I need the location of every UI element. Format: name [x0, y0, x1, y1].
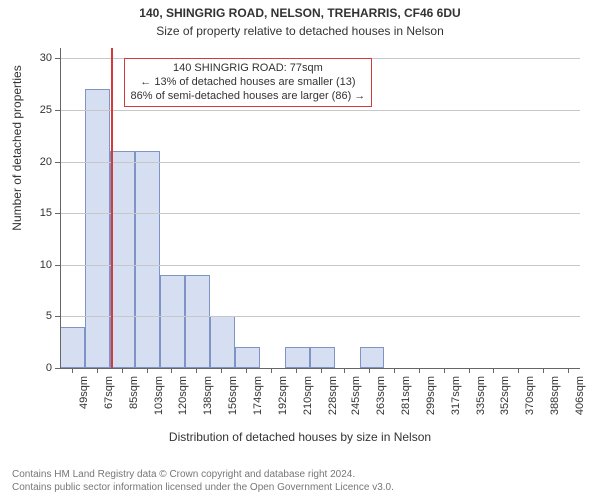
gridline — [60, 213, 580, 214]
x-tick-label: 120sqm — [177, 376, 189, 420]
x-tick-mark — [419, 368, 420, 373]
x-tick-label: 103sqm — [153, 376, 165, 420]
x-tick-label: 49sqm — [78, 376, 90, 420]
y-tick-label: 10 — [22, 259, 52, 271]
gridline — [60, 110, 580, 111]
x-tick-label: 138sqm — [202, 376, 214, 420]
x-tick-mark — [147, 368, 148, 373]
footer-line-2: Contains public sector information licen… — [12, 482, 394, 495]
marker-line — [111, 48, 113, 368]
y-tick-label: 20 — [22, 156, 52, 168]
chart-container: 140, SHINGRIG ROAD, NELSON, TREHARRIS, C… — [0, 0, 600, 500]
x-tick-label: 263sqm — [375, 376, 387, 420]
x-tick-label: 388sqm — [549, 376, 561, 420]
bar — [210, 316, 235, 368]
bar — [185, 275, 210, 368]
x-tick-mark — [122, 368, 123, 373]
y-axis-label: Number of detached properties — [10, 0, 24, 298]
y-tick-mark — [55, 110, 60, 111]
x-tick-label: 335sqm — [475, 376, 487, 420]
x-tick-mark — [321, 368, 322, 373]
x-tick-mark — [568, 368, 569, 373]
bar — [160, 275, 185, 368]
x-tick-label: 174sqm — [252, 376, 264, 420]
bar — [85, 89, 110, 368]
y-tick-label: 5 — [22, 310, 52, 322]
x-tick-mark — [344, 368, 345, 373]
gridline — [60, 316, 580, 317]
y-tick-mark — [55, 213, 60, 214]
gridline — [60, 265, 580, 266]
y-tick-label: 15 — [22, 207, 52, 219]
x-tick-mark — [196, 368, 197, 373]
bar — [110, 151, 135, 368]
x-tick-label: 352sqm — [499, 376, 511, 420]
y-tick-mark — [55, 58, 60, 59]
x-tick-label: 67sqm — [103, 376, 115, 420]
y-tick-label: 25 — [22, 104, 52, 116]
x-tick-label: 245sqm — [350, 376, 362, 420]
x-tick-label: 192sqm — [277, 376, 289, 420]
x-tick-label: 299sqm — [425, 376, 437, 420]
y-tick-mark — [55, 265, 60, 266]
x-tick-label: 156sqm — [227, 376, 239, 420]
chart-title: 140, SHINGRIG ROAD, NELSON, TREHARRIS, C… — [0, 6, 600, 20]
bar — [285, 347, 310, 368]
x-tick-label: 370sqm — [524, 376, 536, 420]
x-tick-mark — [394, 368, 395, 373]
x-tick-label: 85sqm — [128, 376, 140, 420]
x-tick-mark — [296, 368, 297, 373]
x-tick-mark — [271, 368, 272, 373]
x-tick-mark — [369, 368, 370, 373]
annotation-line-2: ← 13% of detached houses are smaller (13… — [131, 76, 366, 90]
gridline — [60, 162, 580, 163]
bar — [60, 327, 85, 368]
x-tick-label: 210sqm — [302, 376, 314, 420]
bar — [360, 347, 385, 368]
y-tick-mark — [55, 162, 60, 163]
x-tick-label: 317sqm — [450, 376, 462, 420]
x-tick-mark — [493, 368, 494, 373]
y-tick-mark — [55, 368, 60, 369]
footer-attribution: Contains HM Land Registry data © Crown c… — [12, 469, 394, 494]
y-tick-label: 30 — [22, 52, 52, 64]
y-axis-line — [60, 48, 61, 368]
x-tick-label: 281sqm — [400, 376, 412, 420]
x-tick-mark — [221, 368, 222, 373]
x-tick-label: 228sqm — [327, 376, 339, 420]
annotation-line-1: 140 SHINGRIG ROAD: 77sqm — [131, 62, 366, 76]
x-tick-mark — [543, 368, 544, 373]
bar — [235, 347, 260, 368]
x-tick-mark — [518, 368, 519, 373]
y-tick-label: 0 — [22, 362, 52, 374]
x-tick-mark — [97, 368, 98, 373]
x-tick-mark — [246, 368, 247, 373]
chart-subtitle: Size of property relative to detached ho… — [0, 24, 600, 38]
y-tick-mark — [55, 316, 60, 317]
x-tick-mark — [72, 368, 73, 373]
footer-line-1: Contains HM Land Registry data © Crown c… — [12, 469, 394, 482]
annotation-box: 140 SHINGRIG ROAD: 77sqm ← 13% of detach… — [124, 58, 373, 107]
x-tick-label: 406sqm — [574, 376, 586, 420]
x-tick-mark — [171, 368, 172, 373]
x-tick-mark — [469, 368, 470, 373]
x-axis-label: Distribution of detached houses by size … — [0, 430, 600, 444]
annotation-line-3: 86% of semi-detached houses are larger (… — [131, 90, 366, 104]
bar — [310, 347, 335, 368]
bar — [135, 151, 160, 368]
x-tick-mark — [444, 368, 445, 373]
